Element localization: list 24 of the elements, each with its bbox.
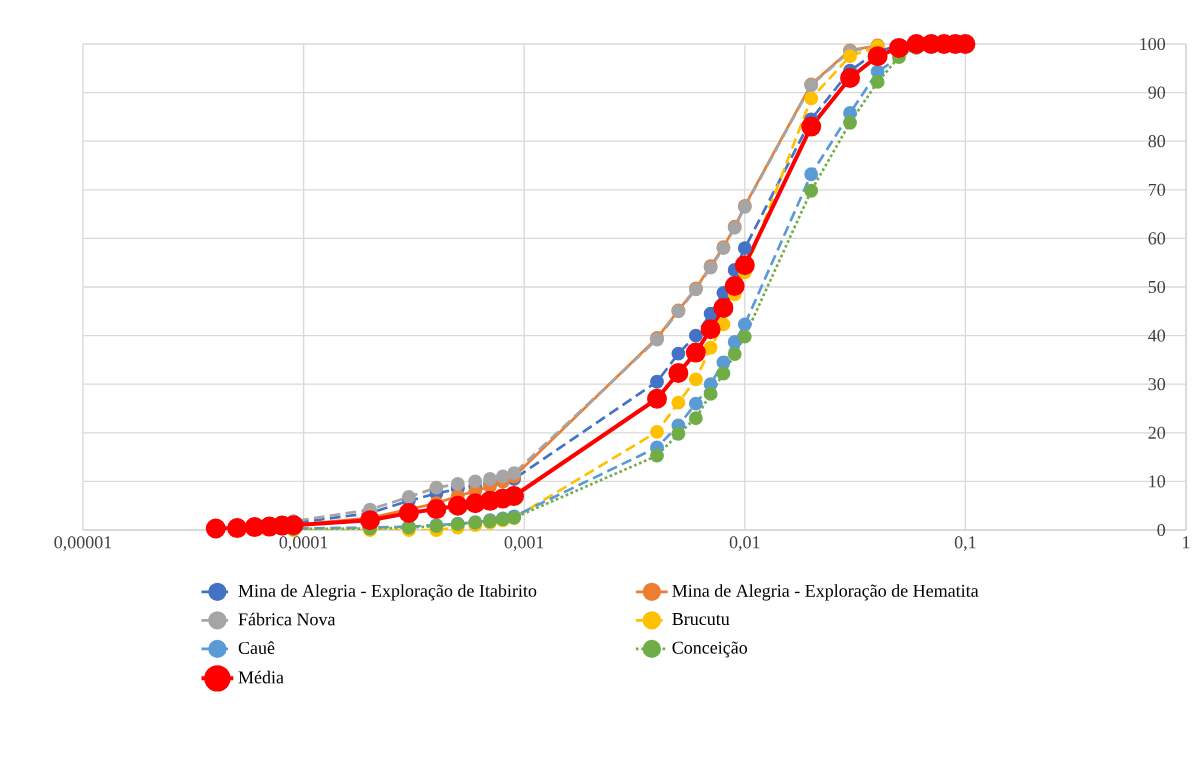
x-tick-label: 0,1 [954,536,976,551]
y-tick-label: 80 [1148,135,1166,148]
x-tick-label: 0,0001 [279,536,328,551]
legend-label: Brucutu [672,613,730,626]
y-tick-label: 20 [1148,426,1166,439]
x-tick-label: 0,001 [504,536,544,551]
y-tick-label: 90 [1148,86,1166,99]
y-tick-label: 30 [1148,378,1166,391]
x-tick-label: 0,01 [729,536,760,551]
y-tick-label: 60 [1148,232,1166,245]
y-tick-label: 70 [1148,183,1166,196]
legend-label: Conceição [672,641,748,658]
y-tick-label: 100 [1140,37,1166,51]
y-tick-label: 0 [1157,523,1166,537]
x-tick-label: 1 [1183,536,1190,549]
legend-label: Fábrica Nova [238,612,336,626]
y-tick-label: 40 [1148,329,1166,342]
y-tick-label: 50 [1148,280,1166,294]
legend-label: Mina de Alegria - Exploração de Hematita [672,584,979,601]
x-tick-label: 0,00001 [54,536,112,551]
legend-label: Cauê [238,641,275,654]
y-tick-label: 10 [1149,475,1166,488]
legend-label: Média [238,670,284,684]
legend-label: Mina de Alegria - Exploração de Itabirito [238,584,537,601]
